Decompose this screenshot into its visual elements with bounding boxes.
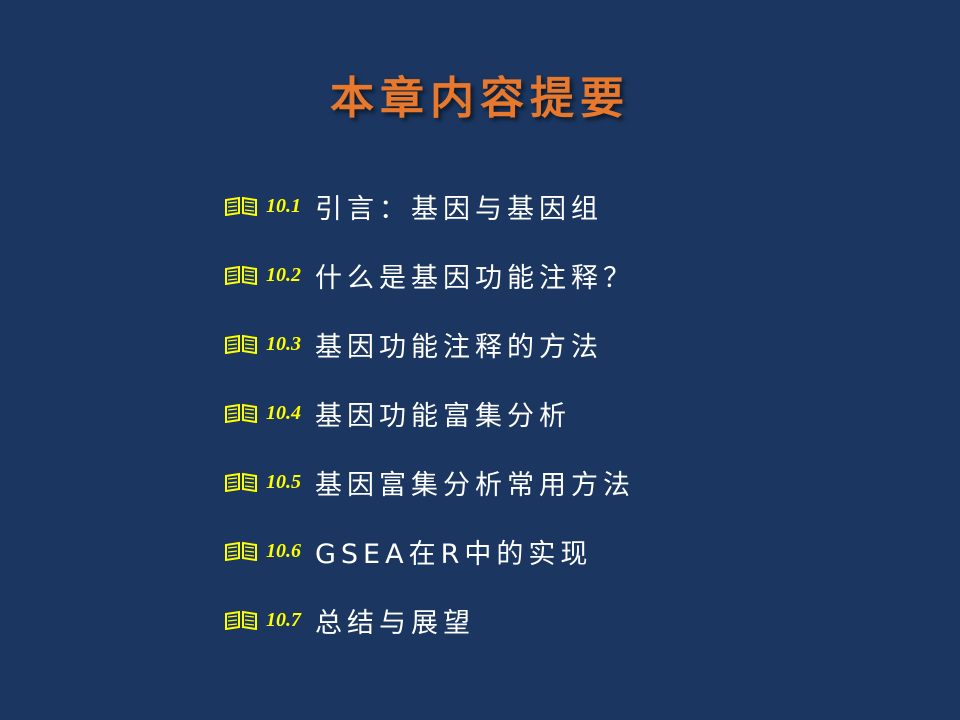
item-text: 什么是基因功能注释？ bbox=[315, 262, 635, 294]
toc-item-10-6: 10.6 GSEA在R中的实现 bbox=[224, 527, 924, 575]
item-number: 10.3 bbox=[266, 332, 301, 355]
toc-item-10-3: 10.3 基因功能注释的方法 bbox=[224, 320, 924, 368]
open-book-icon bbox=[224, 472, 258, 493]
item-number: 10.5 bbox=[266, 470, 301, 493]
slide-title: 本章内容提要 bbox=[330, 73, 630, 124]
toc-item-10-1: 10.1 引言：基因与基因组 bbox=[224, 182, 924, 230]
table-of-contents: 10.1 引言：基因与基因组 10.2 什么是基因功能注释？ 10.3 基因功能… bbox=[224, 182, 924, 665]
open-book-icon bbox=[224, 265, 258, 286]
item-text: 基因功能富集分析 bbox=[315, 400, 571, 432]
open-book-icon bbox=[224, 196, 258, 217]
item-number: 10.2 bbox=[266, 263, 301, 286]
item-number: 10.6 bbox=[266, 539, 301, 562]
open-book-icon bbox=[224, 541, 258, 562]
toc-item-10-5: 10.5 基因富集分析常用方法 bbox=[224, 458, 924, 506]
toc-item-10-2: 10.2 什么是基因功能注释？ bbox=[224, 251, 924, 299]
item-text: GSEA在R中的实现 bbox=[315, 538, 593, 570]
item-text: 引言：基因与基因组 bbox=[315, 193, 603, 225]
item-text: 总结与展望 bbox=[315, 607, 475, 639]
item-number: 10.4 bbox=[266, 401, 301, 424]
open-book-icon bbox=[224, 610, 258, 631]
item-number: 10.7 bbox=[266, 608, 301, 631]
item-number: 10.1 bbox=[266, 194, 301, 217]
open-book-icon bbox=[224, 403, 258, 424]
toc-item-10-7: 10.7 总结与展望 bbox=[224, 596, 924, 644]
item-text: 基因富集分析常用方法 bbox=[315, 469, 635, 501]
toc-item-10-4: 10.4 基因功能富集分析 bbox=[224, 389, 924, 437]
open-book-icon bbox=[224, 334, 258, 355]
item-text: 基因功能注释的方法 bbox=[315, 331, 603, 363]
